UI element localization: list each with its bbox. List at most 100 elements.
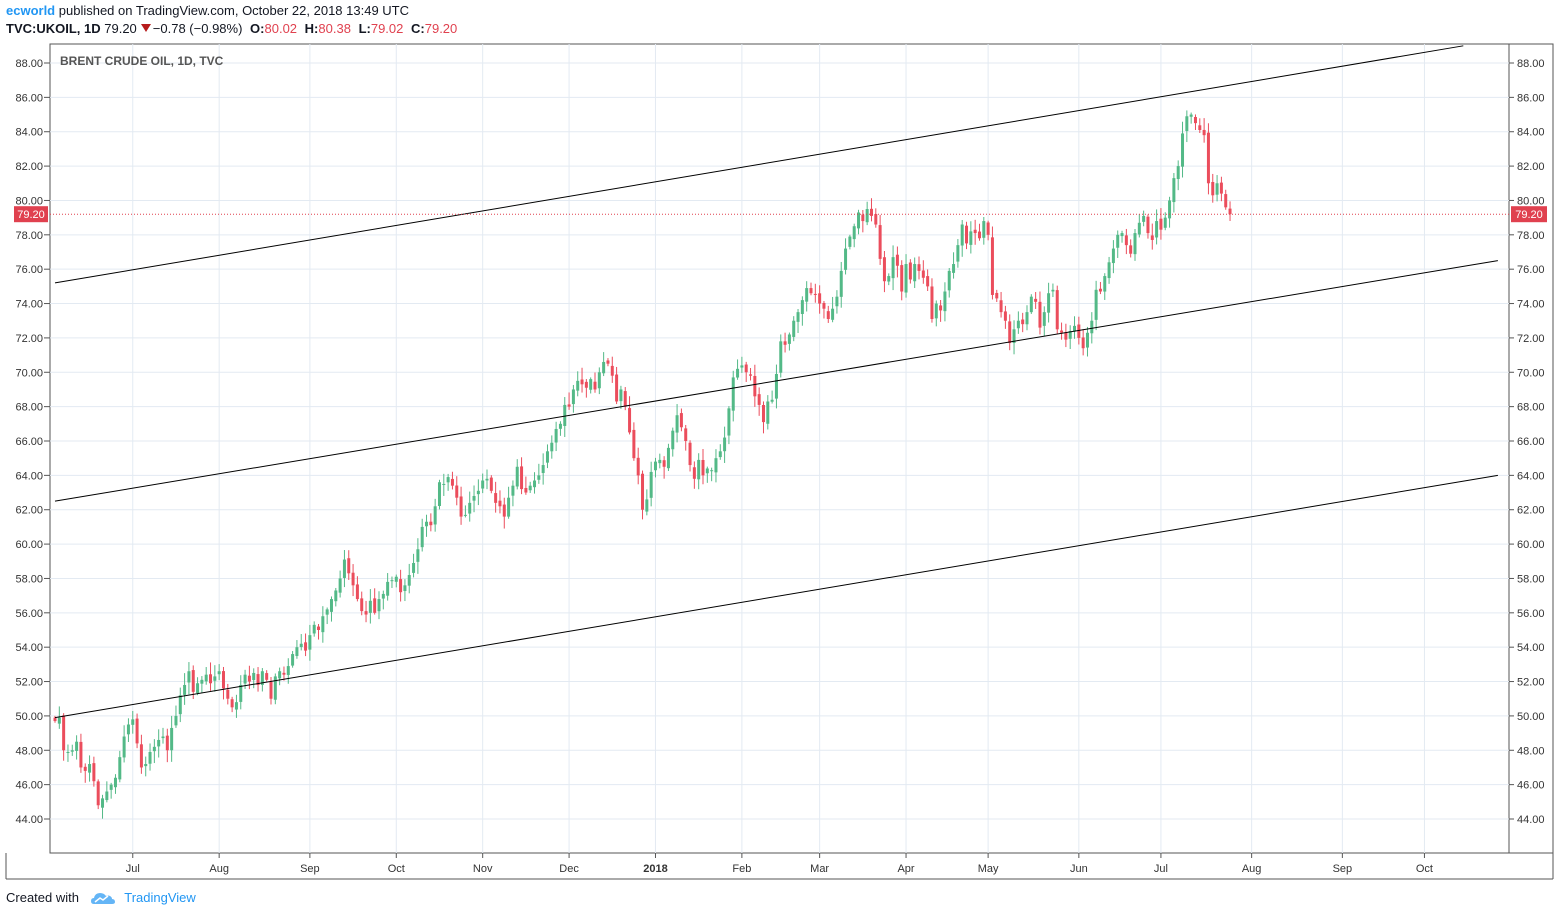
y-tick-label-right: 70.00 [1517,367,1545,379]
candle-body [498,500,502,507]
candle-body [671,430,675,450]
candle-body [740,365,744,368]
candle-body [610,365,614,376]
candle-body [239,684,243,702]
candle-body [1073,325,1077,332]
candle-body [75,741,79,751]
candle-body [520,466,524,490]
candle-body [1224,194,1228,208]
trend-line-middle[interactable] [54,260,1498,502]
candle-body [412,562,416,573]
candle-body [260,671,264,685]
candle-body [848,236,852,247]
candle-body [744,364,748,373]
candle-body [1176,166,1180,180]
trend-line-lower[interactable] [54,474,1498,719]
candle-body [122,736,126,758]
candle-body [472,495,476,501]
y-tick-label-left: 64.00 [15,470,43,482]
candle-body [878,225,882,259]
candle-body [1003,311,1007,321]
candle-body [1107,262,1111,279]
y-tick-label-right: 78.00 [1517,230,1545,242]
candle-body [632,429,636,459]
candle-body [718,451,722,458]
y-tick-label-right: 44.00 [1517,814,1545,826]
candle-body [221,671,225,689]
candle-body [649,471,653,498]
candle-body [774,373,778,399]
candle-body [1055,290,1059,330]
candle-body [394,576,398,582]
tradingview-link[interactable]: TradingView [124,890,196,905]
candle-body [347,558,351,574]
candle-body [273,676,277,700]
y-tick-label-right: 72.00 [1517,333,1545,345]
y-tick-label-left: 50.00 [15,711,43,723]
candle-body [913,264,917,282]
open-label: O: [250,21,265,36]
candle-body [1150,235,1154,240]
candle-body [351,572,355,586]
candle-body [390,580,394,582]
candle-body [88,764,92,773]
last-price: 79.20 [104,21,137,36]
candle-body [511,485,515,496]
candle-body [809,288,813,294]
candle-body [869,208,873,216]
candle-body [1133,233,1137,255]
candle-body [628,408,632,433]
candle-body [312,624,316,634]
candle-body [908,262,912,280]
candle-body [148,751,152,764]
price-change: −0.78 (−0.98%) [152,21,243,36]
candle-body [602,361,606,374]
candle-body [1163,217,1167,228]
candle-body [826,311,830,320]
y-tick-label-right: 52.00 [1517,677,1545,689]
trend-line-upper[interactable] [54,45,1464,284]
candle-body [1181,133,1185,167]
candle-body [701,459,705,476]
y-tick-label-left: 86.00 [15,92,43,104]
close-value: 79.20 [424,21,458,36]
candle-body [986,222,990,235]
y-tick-label-left: 76.00 [15,264,43,276]
candle-body [606,360,610,364]
candle-body [757,394,761,405]
y-tick-label-left: 46.00 [15,780,43,792]
candle-body [658,459,662,464]
y-tick-label-right: 82.00 [1517,161,1545,173]
y-tick-label-right: 56.00 [1517,608,1545,620]
x-tick-label: Mar [810,863,829,875]
candle-body [66,751,70,753]
candle-body [973,229,977,234]
candle-body [286,666,290,675]
candle-body [533,480,537,488]
candle-body [213,676,217,681]
candle-body [917,264,921,271]
candle-body [545,451,549,463]
candle-body [1159,218,1163,230]
x-tick-label: 2018 [643,863,667,875]
candle-body [1064,332,1068,340]
candle-body [550,442,554,452]
y-tick-label-left: 66.00 [15,436,43,448]
y-tick-label-right: 46.00 [1517,780,1545,792]
candle-body [338,578,342,593]
candle-body [684,428,688,441]
author-link[interactable]: ecworld [6,3,56,18]
created-with-text: Created with [6,890,79,905]
plot-area[interactable] [49,43,1510,854]
candle-body [619,389,623,402]
candle-body [1120,233,1124,237]
candle-body [256,674,260,685]
candle-body [1111,248,1115,264]
candle-body [131,719,135,725]
y-tick-label-left: 78.00 [15,230,43,242]
low-label: L: [358,21,371,36]
candle-body [317,626,321,630]
candle-body [295,647,299,656]
candle-body [977,231,981,239]
